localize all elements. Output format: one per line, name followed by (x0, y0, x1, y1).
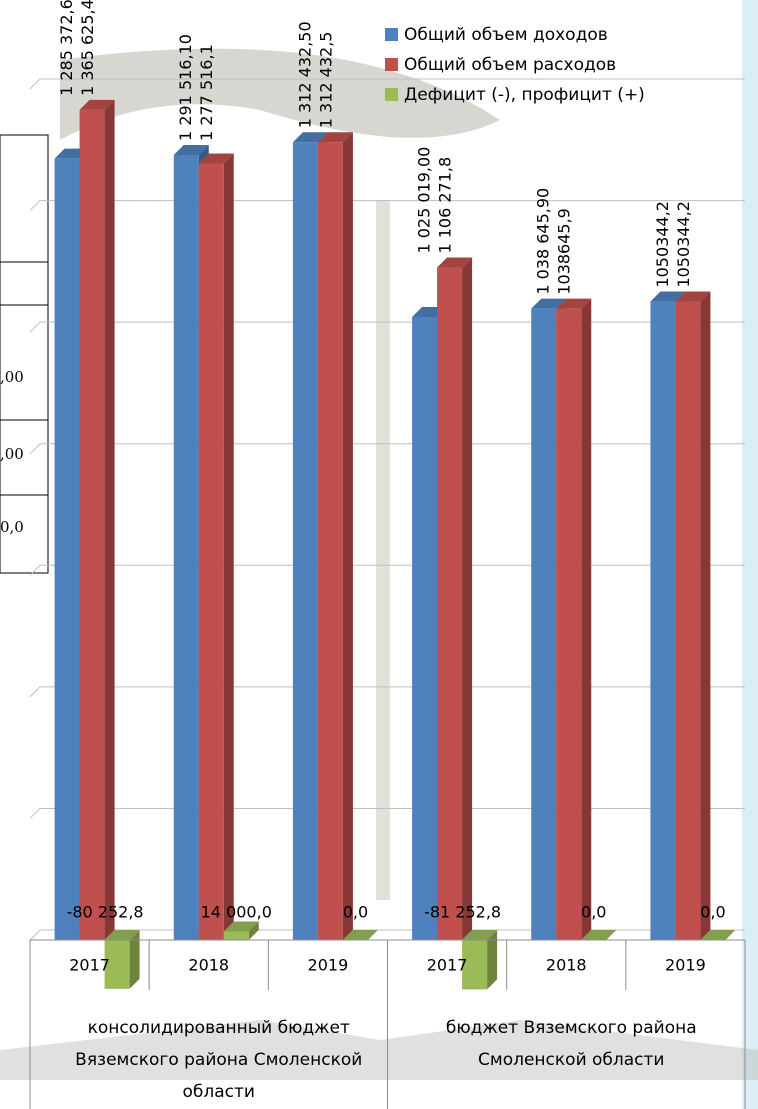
grid-line (29, 564, 745, 576)
bar (317, 132, 353, 941)
bar-top (292, 132, 328, 143)
bar-top (556, 298, 592, 309)
bar-top (581, 930, 617, 941)
value-label: 1 365 625,4 (78, 0, 97, 96)
bar-top (700, 930, 736, 941)
bar-top (223, 921, 259, 932)
bar (79, 99, 115, 941)
x-tick-label: 2019 (308, 956, 349, 975)
bar (223, 921, 259, 941)
grid-line (29, 807, 745, 819)
bar-top (675, 291, 711, 302)
grid-line (29, 686, 745, 698)
bar-front (531, 308, 557, 941)
bar-top (342, 930, 378, 941)
bar-front (675, 301, 701, 941)
value-label: 1 025 019,00 (415, 147, 434, 254)
bar-side (248, 921, 259, 941)
bar-top (317, 132, 353, 143)
value-label: 14 000,0 (201, 903, 272, 922)
x-tick-label: 2018 (546, 956, 587, 975)
value-label: 0,0 (700, 903, 725, 922)
value-label: -81 252,8 (424, 903, 501, 922)
legend-label: Общий объем доходов (404, 25, 608, 45)
watermark (0, 1020, 758, 1080)
x-tick-label: 2019 (665, 956, 706, 975)
background-text: ,00 (0, 368, 24, 386)
watermark (60, 48, 500, 140)
value-label: -80 252,8 (67, 903, 144, 922)
bar-top (104, 930, 140, 941)
bar-front (104, 940, 130, 989)
bar-side (129, 930, 140, 989)
value-label: 1 285 372,60 (57, 0, 76, 96)
bar (104, 930, 140, 989)
value-label: 0,0 (581, 903, 606, 922)
value-label: 1050344,2 (674, 201, 693, 288)
background-strip (742, 0, 758, 1109)
bar-side (700, 291, 711, 941)
value-label: 1 312 432,50 (295, 21, 314, 128)
grid-line (29, 929, 745, 941)
bar-front (412, 316, 438, 941)
bar-front (54, 158, 80, 941)
x-tick-label: 2017 (69, 956, 110, 975)
legend-label: Общий объем расходов (404, 55, 616, 75)
bar-front (437, 267, 463, 941)
bar (675, 291, 711, 941)
bar-front (198, 163, 224, 941)
legend-swatch (385, 88, 398, 101)
value-label: 0,0 (343, 903, 368, 922)
value-label: 1 291 516,10 (176, 34, 195, 141)
bar (198, 153, 234, 941)
group-label: бюджет Вяземского района Смоленской обла… (445, 1018, 697, 1070)
background-table (0, 134, 49, 574)
group-label: консолидированный бюджет Вяземского райо… (75, 1018, 363, 1102)
watermark (376, 200, 390, 900)
bar-top (650, 291, 686, 302)
background-text: 0,0 (0, 518, 24, 536)
bar-front (650, 301, 676, 941)
bar-front (317, 142, 343, 941)
bar-side (581, 298, 592, 941)
bar-side (487, 930, 498, 990)
x-tick-label: 2018 (188, 956, 229, 975)
bar-top (79, 99, 115, 110)
bar (556, 298, 592, 941)
bar-side (342, 132, 353, 941)
grid-line (29, 78, 745, 90)
grid-line (29, 321, 745, 333)
grid-line (29, 443, 745, 455)
bar-top (173, 144, 209, 155)
value-label: 1 312 432,5 (316, 32, 335, 129)
bar-front (462, 940, 488, 990)
bar-front (556, 308, 582, 941)
legend-swatch (385, 28, 398, 41)
bar-side (223, 153, 234, 941)
bar-top (437, 257, 473, 268)
bar-side (104, 99, 115, 941)
bar-top (198, 153, 234, 164)
value-label: 1038645,9 (555, 208, 574, 295)
bar-top (462, 930, 498, 941)
background-text: ,00 (0, 445, 24, 463)
legend-swatch (385, 58, 398, 71)
value-label: 1 038 645,90 (534, 188, 553, 295)
bar-front (173, 154, 199, 941)
x-tick-label: 2017 (427, 956, 468, 975)
grid-line (29, 200, 745, 211)
bar-top (531, 298, 567, 309)
bar (462, 930, 498, 990)
bar-side (462, 257, 473, 941)
legend-label: Дефицит (-), профицит (+) (404, 85, 645, 105)
bar-front (292, 142, 318, 941)
value-label: 1050344,2 (653, 201, 672, 288)
bar-front (79, 109, 105, 941)
bar-front (223, 931, 249, 941)
value-label: 1 277 516,1 (197, 44, 216, 141)
value-label: 1 106 271,8 (436, 157, 455, 254)
bar (437, 257, 473, 941)
